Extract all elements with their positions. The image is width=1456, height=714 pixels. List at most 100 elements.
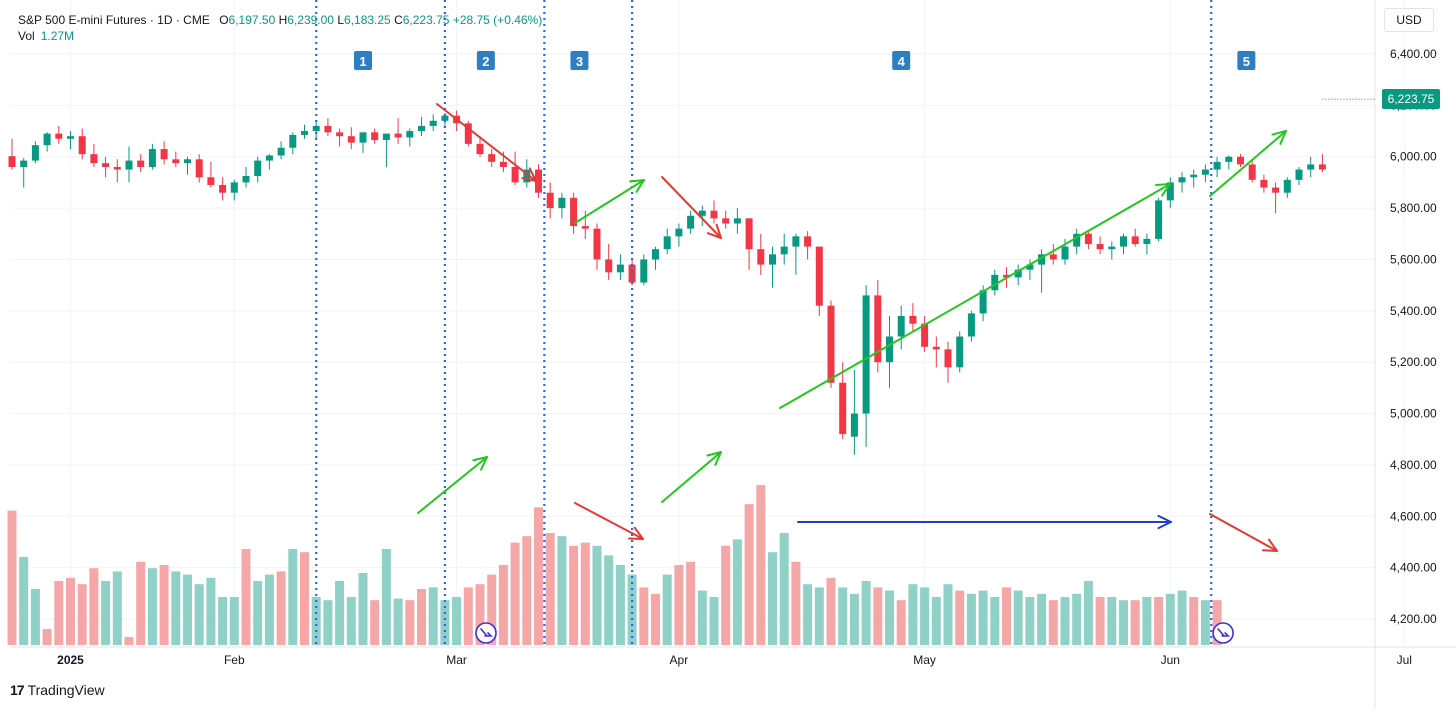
candle-body: [230, 182, 238, 193]
candle-body: [1260, 179, 1268, 188]
candle-body: [301, 131, 308, 135]
wave-label: 2: [482, 54, 489, 69]
volume-bar: [89, 568, 99, 645]
time-tick-label: 2025: [57, 653, 84, 667]
brand-footer[interactable]: 17 TradingView: [10, 682, 105, 698]
event-marker-icon[interactable]: [1212, 622, 1234, 644]
arrow-up-green: [1209, 130, 1287, 197]
open-value: 6,197.50: [228, 13, 276, 27]
volume-bar: [440, 600, 450, 645]
wave-label-box: [354, 51, 372, 70]
candle-body: [652, 249, 659, 260]
price-tick-label: 4,200.00: [1390, 612, 1437, 626]
volume-bar: [101, 581, 111, 645]
volume-bars: [7, 485, 1222, 645]
volume-bar: [229, 597, 239, 645]
candle-body: [1131, 236, 1139, 245]
volume-bar: [756, 485, 766, 645]
volume-bar: [253, 581, 263, 645]
candle-body: [394, 133, 402, 138]
candle-body: [687, 215, 695, 229]
candle-body: [710, 210, 718, 219]
event-markers[interactable]: [475, 622, 1234, 644]
candle-body: [570, 197, 578, 227]
candle-body: [137, 160, 145, 167]
volume-bar: [803, 584, 813, 645]
candle-body: [804, 236, 812, 247]
wave-label: 3: [576, 54, 583, 69]
volume-bar: [19, 557, 29, 645]
wave-label-box: [476, 51, 495, 70]
candle-body: [1073, 233, 1081, 247]
candle-body: [979, 290, 987, 314]
candle-body: [172, 159, 180, 164]
candle-body: [1084, 233, 1092, 245]
volume-bar: [218, 597, 228, 645]
volume-bar: [452, 597, 462, 645]
tradingview-logo-icon: 17: [10, 682, 25, 698]
candle-body: [160, 149, 168, 160]
volume-bar: [183, 574, 192, 645]
volume-bar: [674, 565, 684, 645]
time-tick-label: Feb: [224, 653, 245, 667]
brand-name: TradingView: [27, 682, 105, 698]
event-marker-icon[interactable]: [475, 622, 497, 644]
candle-body: [1248, 164, 1256, 180]
arrow-up-green-head: [1155, 183, 1171, 197]
currency-selector[interactable]: USD: [1384, 8, 1434, 32]
arrow-up-green: [661, 451, 722, 503]
arrow-down-red: [1209, 513, 1278, 552]
candle-body: [184, 159, 191, 164]
time-tick-label: Jun: [1161, 653, 1180, 667]
candle-body: [78, 136, 86, 155]
candle-body: [1061, 246, 1069, 260]
candle-body: [558, 197, 566, 209]
high-value: 6,239.00: [287, 13, 334, 27]
volume-bar: [405, 600, 415, 645]
candle-body: [628, 264, 636, 283]
candle-body: [1096, 244, 1104, 250]
volume-bar: [346, 597, 356, 645]
volume-bar: [1037, 593, 1047, 645]
candles: [8, 98, 1375, 455]
arrow-up-green: [574, 179, 645, 224]
candle-body: [722, 218, 730, 224]
volume-bar: [136, 561, 146, 645]
volume-bar: [826, 577, 836, 645]
symbol-legend: S&P 500 E-mini Futures · 1D · CME O6,197…: [18, 10, 542, 30]
candle-body: [1155, 200, 1163, 239]
candle-body: [55, 133, 63, 139]
volume-bar: [791, 561, 801, 645]
volume-bar: [381, 549, 391, 645]
candle-body: [1178, 177, 1186, 183]
volume-bar: [861, 581, 871, 645]
candle-body: [1295, 169, 1303, 180]
volume-bar: [838, 587, 848, 645]
candle-body: [1143, 238, 1151, 245]
candle-body: [874, 295, 882, 363]
candle-body: [102, 163, 110, 167]
volume-bar: [1189, 597, 1199, 645]
price-tick-label: 5,000.00: [1390, 407, 1437, 421]
volume-bar: [112, 571, 122, 645]
volume-bar: [931, 597, 941, 645]
symbol-title[interactable]: S&P 500 E-mini Futures · 1D · CME: [18, 13, 210, 27]
wave-label-box: [1237, 51, 1256, 70]
candle-body: [125, 160, 133, 170]
volume-bar: [276, 571, 286, 645]
volume-bar: [171, 571, 181, 645]
volume-bar: [463, 587, 473, 645]
volume-label[interactable]: Vol: [18, 29, 35, 43]
candle-body: [581, 226, 589, 229]
arrow-down-red-head: [706, 223, 722, 239]
volume-bar: [744, 504, 754, 645]
volume-bar: [487, 574, 497, 645]
candle-body: [698, 210, 706, 216]
candle-body: [523, 169, 531, 183]
candle-body: [20, 160, 28, 167]
volume-bar: [557, 536, 567, 645]
candle-body: [371, 132, 379, 141]
volume-bar: [1095, 597, 1105, 645]
